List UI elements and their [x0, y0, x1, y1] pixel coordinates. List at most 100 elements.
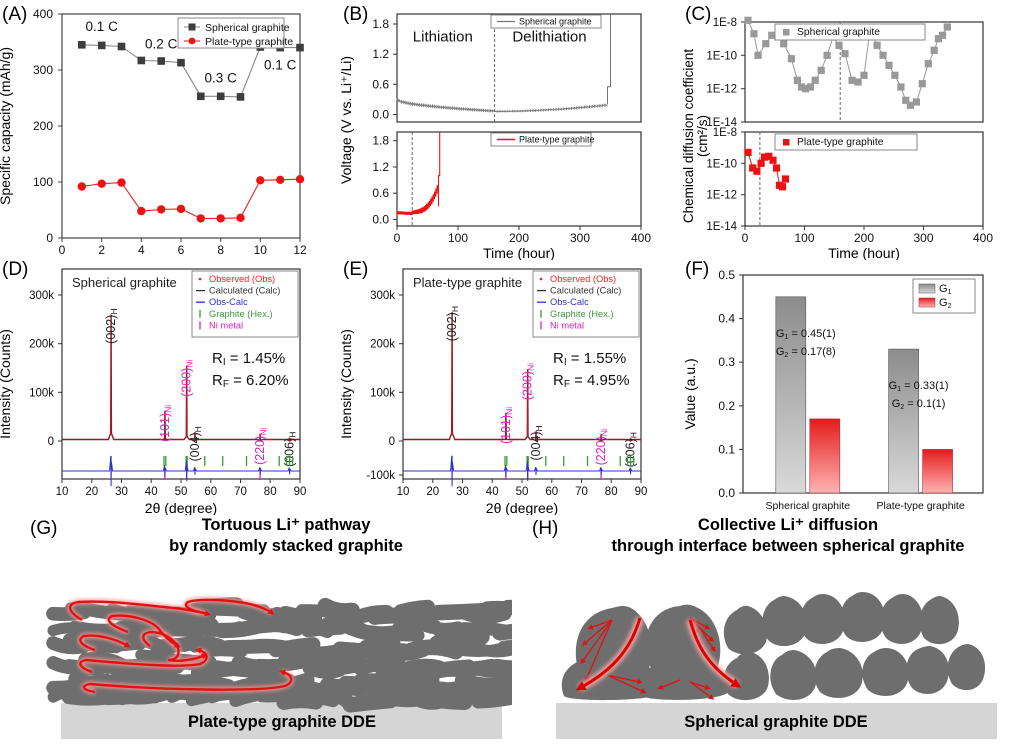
svg-text:through interface between sphe: through interface between spherical grap…	[612, 537, 965, 555]
svg-text:400: 400	[631, 231, 651, 245]
svg-text:1E-12: 1E-12	[706, 84, 737, 96]
svg-text:1.2: 1.2	[372, 47, 389, 61]
svg-text:1E-12: 1E-12	[706, 190, 737, 202]
svg-text:0.3 C: 0.3 C	[205, 70, 238, 85]
svg-text:Plate-type graphite: Plate-type graphite	[205, 36, 293, 48]
svg-text:0.0: 0.0	[372, 108, 389, 122]
svg-text:100: 100	[448, 231, 468, 245]
svg-text:20: 20	[426, 486, 439, 498]
svg-text:300: 300	[913, 231, 933, 245]
svg-text:20: 20	[85, 486, 98, 498]
svg-text:300k: 300k	[370, 290, 395, 302]
svg-text:Plate-type graphite: Plate-type graphite	[797, 137, 884, 148]
svg-text:90: 90	[635, 486, 648, 498]
svg-text:(E): (E)	[343, 259, 368, 280]
svg-text:Obs-Calc: Obs-Calc	[209, 297, 248, 307]
svg-text:Ni metal: Ni metal	[550, 320, 584, 330]
svg-text:Specific capacity (mAh/g): Specific capacity (mAh/g)	[0, 47, 13, 205]
svg-text:60: 60	[545, 486, 558, 498]
svg-text:Calculated (Calc): Calculated (Calc)	[550, 286, 621, 296]
svg-text:Tortuous Li⁺ pathway: Tortuous Li⁺ pathway	[202, 516, 372, 534]
svg-text:70: 70	[575, 486, 588, 498]
svg-text:200k: 200k	[370, 339, 395, 351]
svg-text:Graphite (Hex.): Graphite (Hex.)	[209, 309, 273, 319]
svg-text:(H): (H)	[532, 518, 558, 539]
svg-text:200k: 200k	[29, 339, 54, 351]
svg-text:30: 30	[115, 486, 128, 498]
svg-text:1.2: 1.2	[372, 160, 389, 174]
svg-text:300: 300	[33, 63, 53, 77]
svg-text:300: 300	[570, 231, 590, 245]
svg-text:RF = 6.20%: RF = 6.20%	[212, 372, 289, 390]
svg-text:0.1 C: 0.1 C	[264, 58, 297, 73]
svg-text:0.0: 0.0	[718, 486, 735, 500]
svg-text:Plate-type graphite: Plate-type graphite	[519, 135, 595, 145]
svg-text:0.5: 0.5	[718, 268, 735, 282]
svg-text:Plate-type graphite: Plate-type graphite	[413, 275, 522, 290]
svg-text:by randomly stacked graphite: by randomly stacked graphite	[169, 537, 403, 555]
svg-text:0.2 C: 0.2 C	[145, 37, 178, 52]
svg-text:RI = 1.45%: RI = 1.45%	[212, 350, 285, 368]
svg-text:(200)Ni: (200)Ni	[180, 359, 195, 396]
svg-text:0.4: 0.4	[718, 312, 735, 326]
svg-text:(004)H: (004)H	[529, 425, 544, 460]
svg-text:Ni metal: Ni metal	[209, 320, 243, 330]
svg-text:(D): (D)	[2, 259, 28, 280]
svg-text:Delithiation: Delithiation	[512, 29, 586, 46]
svg-text:(F): (F)	[685, 259, 709, 280]
svg-text:Plate-type graphite DDE: Plate-type graphite DDE	[188, 713, 376, 731]
svg-text:60: 60	[204, 486, 217, 498]
svg-text:0: 0	[389, 436, 395, 448]
svg-text:Observed (Obs): Observed (Obs)	[550, 274, 616, 284]
svg-text:(220)Ni: (220)Ni	[253, 428, 268, 465]
svg-text:(220)Ni: (220)Ni	[594, 428, 609, 465]
svg-text:0.2: 0.2	[718, 399, 735, 413]
svg-text:(002)H: (002)H	[445, 306, 460, 341]
svg-text:100: 100	[794, 231, 814, 245]
svg-text:(A): (A)	[2, 4, 27, 25]
svg-text:40: 40	[145, 486, 158, 498]
svg-text:10: 10	[56, 486, 69, 498]
svg-text:(G): (G)	[30, 518, 57, 539]
svg-text:(002)H: (002)H	[104, 309, 119, 344]
svg-text:0.6: 0.6	[372, 77, 389, 91]
svg-text:Intensity (Counts): Intensity (Counts)	[0, 329, 13, 439]
svg-text:1E-10: 1E-10	[706, 158, 737, 170]
svg-text:Voltage (V vs. Li⁺/Li): Voltage (V vs. Li⁺/Li)	[341, 56, 354, 184]
svg-text:0.1: 0.1	[718, 442, 735, 456]
svg-text:(C): (C)	[685, 4, 711, 25]
svg-text:(200)Ni: (200)Ni	[521, 363, 536, 400]
svg-text:400: 400	[33, 7, 53, 21]
svg-text:0.3: 0.3	[718, 355, 735, 369]
svg-text:10: 10	[397, 486, 410, 498]
svg-text:100k: 100k	[370, 387, 395, 399]
svg-text:0: 0	[394, 231, 401, 245]
svg-text:300k: 300k	[29, 290, 54, 302]
svg-text:50: 50	[516, 486, 529, 498]
svg-text:80: 80	[264, 486, 277, 498]
svg-text:400: 400	[973, 231, 993, 245]
svg-text:50: 50	[175, 486, 188, 498]
svg-text:90: 90	[294, 486, 307, 498]
svg-text:Observed (Obs): Observed (Obs)	[209, 274, 275, 284]
svg-text:(101)Ni: (101)Ni	[499, 407, 514, 444]
svg-text:0: 0	[46, 231, 53, 245]
svg-text:(B): (B)	[343, 4, 368, 25]
svg-text:0: 0	[742, 231, 749, 245]
svg-text:200: 200	[509, 231, 529, 245]
svg-text:Obs-Calc: Obs-Calc	[550, 297, 589, 307]
svg-text:0.1 C: 0.1 C	[86, 19, 119, 34]
svg-text:30: 30	[456, 486, 469, 498]
svg-text:Spherical graphite DDE: Spherical graphite DDE	[684, 713, 867, 731]
svg-text:40: 40	[486, 486, 499, 498]
svg-text:Intensity (Counts): Intensity (Counts)	[341, 329, 354, 439]
svg-text:Spherical graphite: Spherical graphite	[797, 27, 880, 38]
svg-text:Collective Li⁺ diffusion: Collective Li⁺ diffusion	[698, 516, 878, 534]
svg-text:100: 100	[33, 175, 53, 189]
svg-text:1E-8: 1E-8	[713, 17, 737, 29]
svg-text:Calculated (Calc): Calculated (Calc)	[209, 286, 280, 296]
svg-text:0.0: 0.0	[372, 212, 389, 226]
svg-text:Graphite (Hex.): Graphite (Hex.)	[550, 309, 614, 319]
svg-text:70: 70	[234, 486, 247, 498]
svg-text:Spherical graphite: Spherical graphite	[519, 17, 592, 27]
